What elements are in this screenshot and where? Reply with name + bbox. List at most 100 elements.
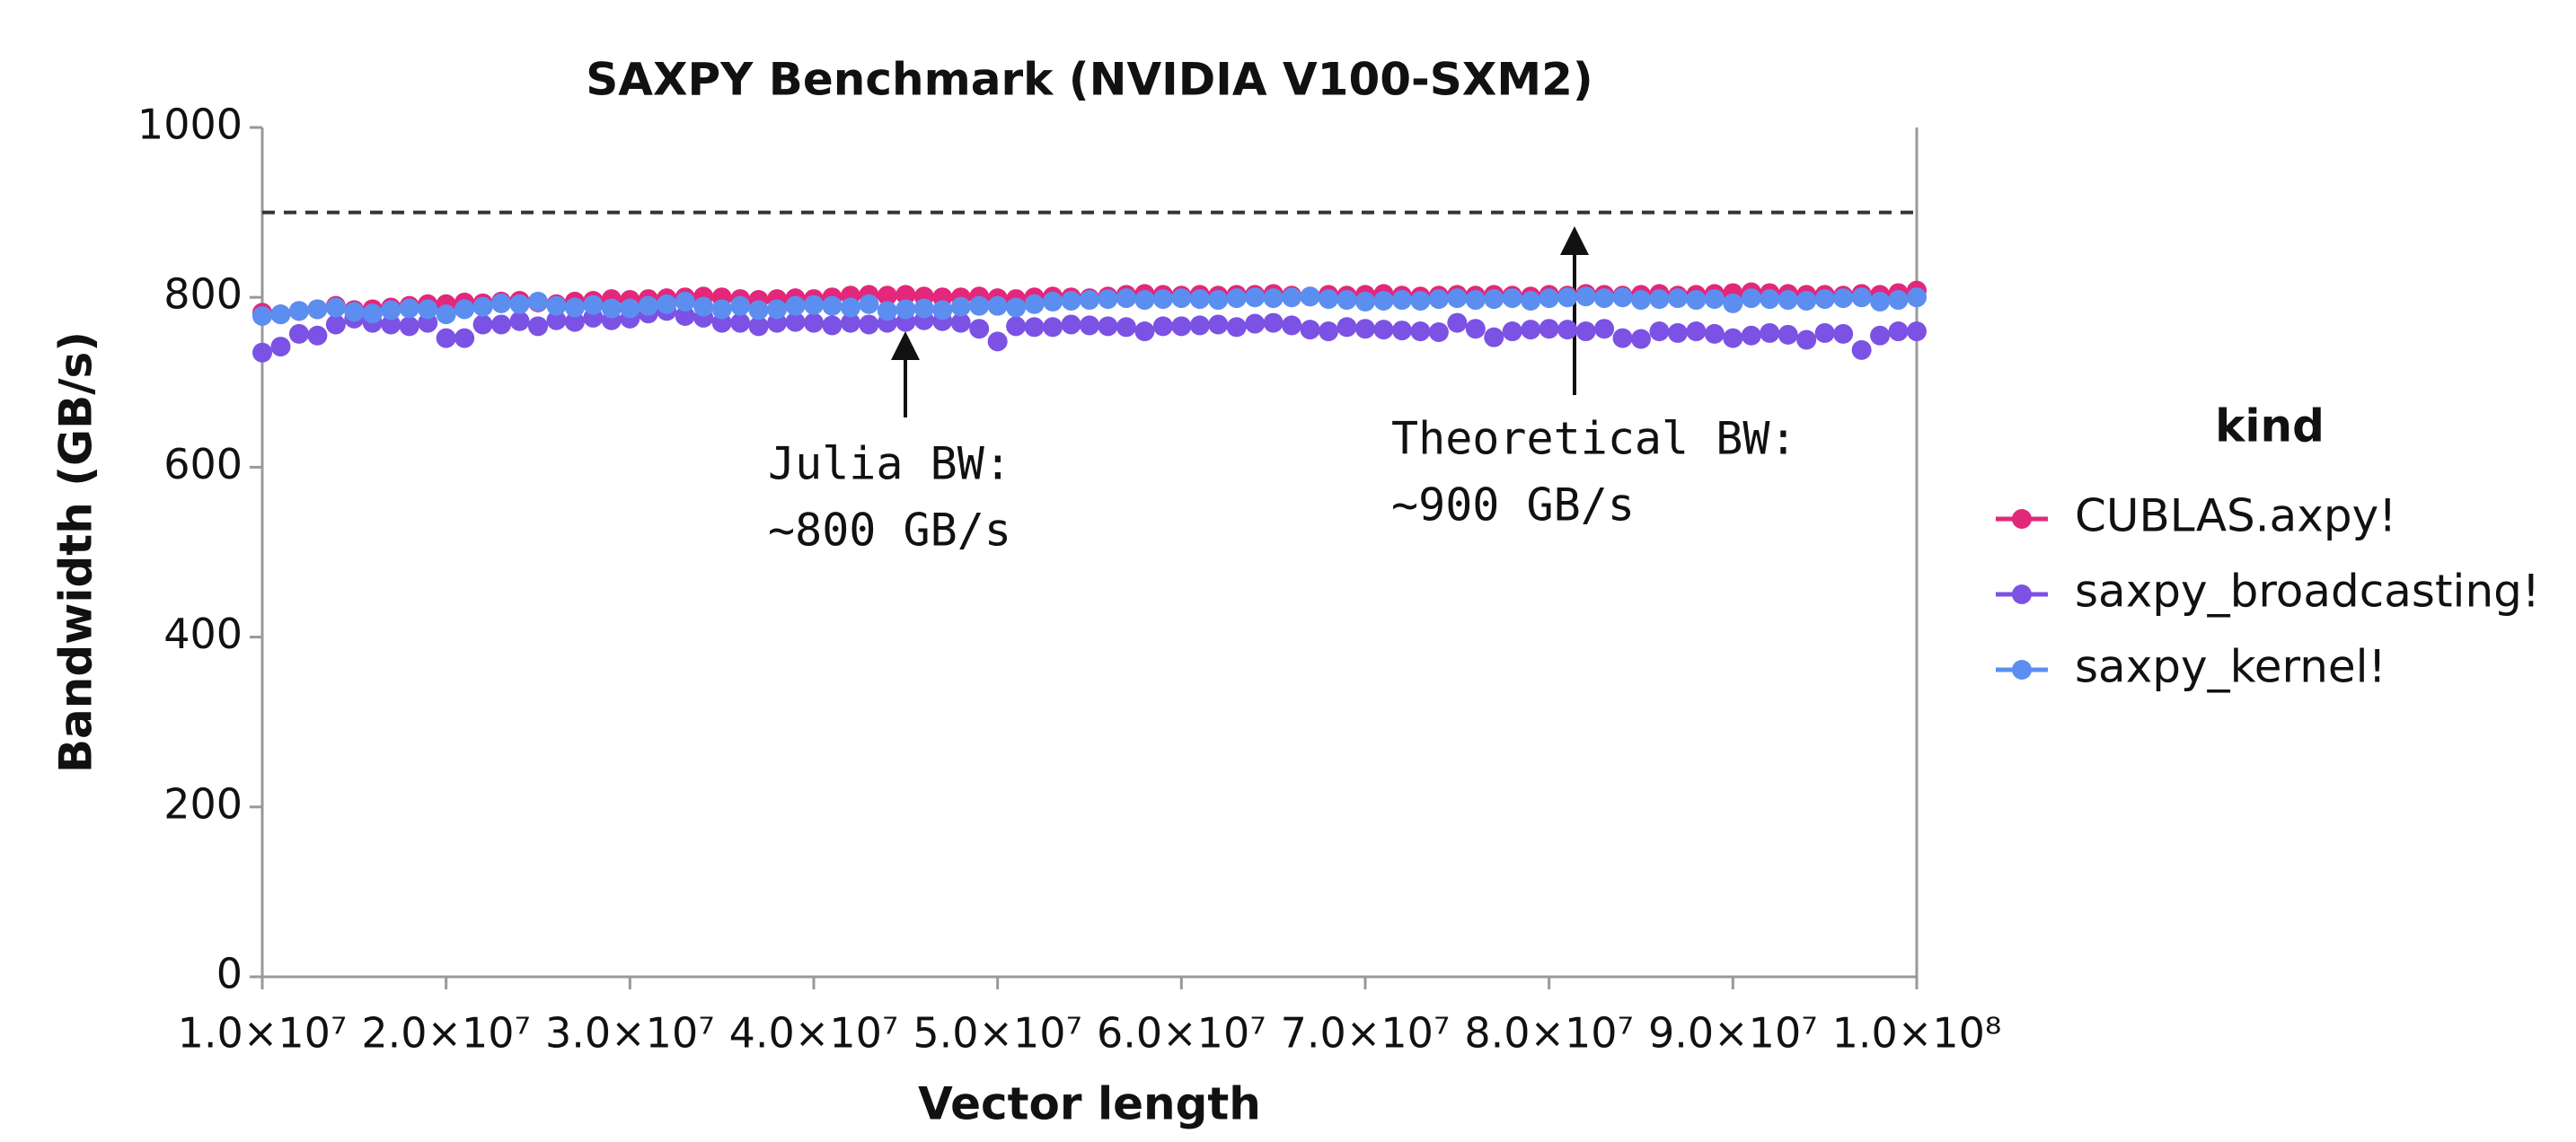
data-point [1778, 324, 1798, 345]
data-point [1319, 321, 1339, 342]
data-point [913, 298, 934, 319]
data-point [1502, 321, 1522, 342]
data-point [822, 315, 842, 336]
data-point [748, 316, 769, 337]
data-point [1760, 322, 1780, 343]
data-point [454, 328, 475, 348]
data-point [1704, 323, 1725, 344]
data-point [418, 312, 438, 333]
data-point [564, 312, 585, 332]
data-point [1888, 290, 1909, 311]
data-point [1851, 339, 1872, 360]
legend-marker [2012, 660, 2032, 680]
legend-marker [2012, 584, 2032, 604]
data-point [472, 296, 493, 317]
data-point [1612, 328, 1633, 348]
data-point [362, 303, 383, 324]
data-point [1428, 321, 1449, 342]
data-point [1631, 290, 1651, 311]
data-point [675, 306, 695, 327]
data-point [767, 312, 788, 333]
data-point [1152, 289, 1173, 310]
x-tick-label: 5.0×10⁷ [913, 1009, 1082, 1058]
data-point [1575, 321, 1596, 342]
data-point [1447, 288, 1468, 309]
data-point [583, 294, 604, 315]
data-point [950, 296, 971, 317]
data-point [785, 295, 806, 316]
data-point [1907, 321, 1927, 342]
data-point [1465, 290, 1486, 311]
data-point [1686, 290, 1707, 311]
data-point [528, 291, 548, 312]
data-point [564, 297, 585, 318]
data-point [1778, 290, 1798, 311]
y-tick-label: 1000 [137, 101, 243, 149]
data-point [1263, 312, 1284, 333]
data-point [877, 301, 897, 321]
data-point [436, 328, 456, 348]
data-point [895, 299, 916, 320]
data-point [1870, 291, 1891, 312]
data-point [1557, 320, 1578, 340]
data-point [1152, 316, 1173, 337]
x-axis-label: Vector length [918, 1078, 1261, 1130]
data-point [1282, 287, 1302, 308]
data-point [1741, 288, 1761, 309]
data-point [381, 314, 401, 335]
data-point [1208, 314, 1229, 335]
data-point [399, 298, 419, 319]
data-point [1208, 290, 1229, 311]
data-point [1410, 321, 1431, 342]
data-point [1521, 290, 1541, 311]
data-point [1686, 321, 1707, 342]
x-tick-label: 7.0×10⁷ [1281, 1009, 1451, 1058]
data-point [1263, 288, 1284, 309]
data-point [509, 294, 530, 314]
data-point [804, 312, 824, 333]
data-point [1428, 289, 1449, 310]
data-point [1851, 287, 1872, 308]
data-point [1484, 289, 1504, 310]
data-point [1024, 294, 1045, 314]
data-point [270, 304, 291, 325]
data-point [987, 331, 1008, 352]
data-point [675, 291, 695, 312]
data-point [270, 337, 291, 357]
data-point [840, 312, 860, 333]
data-point [1282, 315, 1302, 336]
data-point [491, 293, 512, 313]
data-point [1226, 317, 1247, 338]
data-point [1649, 289, 1670, 310]
data-point [932, 300, 953, 321]
data-point [1189, 315, 1210, 336]
data-point [1098, 289, 1118, 310]
data-point [1245, 313, 1266, 334]
data-point [325, 314, 346, 335]
data-point [1814, 322, 1835, 343]
data-point [491, 314, 512, 335]
data-point [1723, 293, 1743, 313]
data-point [1245, 287, 1266, 308]
data-point [1061, 290, 1081, 311]
data-point [711, 312, 732, 333]
data-point [1098, 316, 1118, 337]
data-point [1594, 288, 1615, 309]
data-point [1319, 289, 1339, 310]
data-point [987, 295, 1008, 316]
data-point [546, 310, 567, 330]
data-point [1723, 328, 1743, 348]
legend-label: CUBLAS.axpy! [2075, 490, 2396, 542]
legend-label: saxpy_broadcasting! [2075, 566, 2540, 618]
data-point [1171, 288, 1192, 309]
data-point [1741, 325, 1761, 346]
data-point [1667, 288, 1688, 309]
legend-label: saxpy_kernel! [2075, 641, 2386, 693]
data-point [620, 298, 640, 319]
data-point [1337, 290, 1357, 311]
x-tick-label: 4.0×10⁷ [729, 1009, 899, 1058]
data-point [1833, 288, 1854, 309]
data-point [969, 319, 990, 339]
data-point [638, 295, 658, 316]
data-point [1612, 287, 1633, 308]
